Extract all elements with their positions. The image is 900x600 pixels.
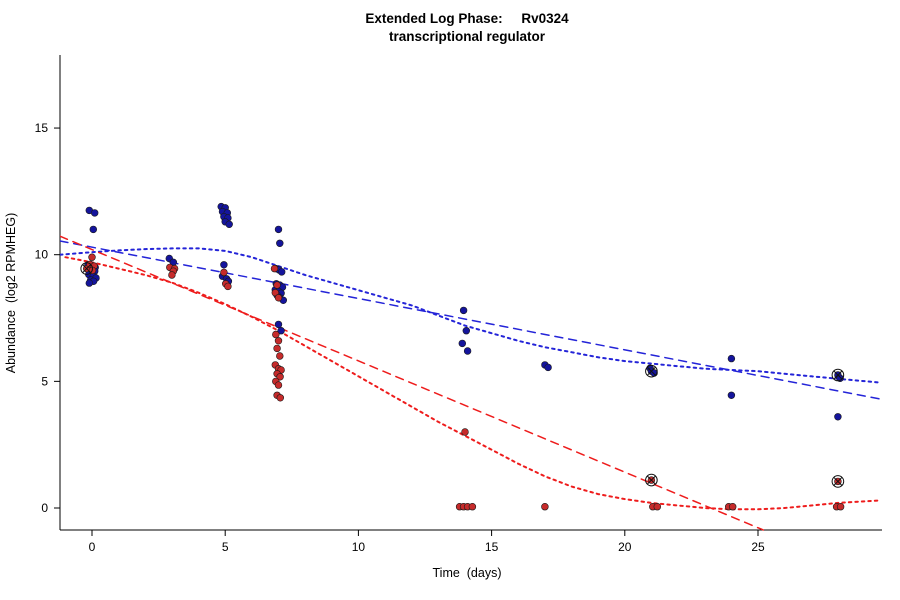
data-point-red (276, 352, 284, 360)
data-point-blue (274, 225, 283, 234)
chart-title: Extended Log Phase: Rv0324 (365, 11, 569, 26)
data-point-red (468, 503, 477, 511)
x-tick-label: 10 (352, 540, 366, 554)
circle-x-stroke (833, 476, 843, 486)
circle-x-marker (831, 368, 845, 382)
trend-line-blue-dotted (60, 247, 882, 384)
data-point-red (274, 294, 283, 302)
data-point-blue (220, 261, 228, 269)
series-red (82, 253, 845, 511)
data-point-red (274, 337, 283, 345)
data-point-red (274, 381, 283, 389)
data-point-red (272, 330, 280, 339)
x-tick-label: 20 (618, 540, 632, 554)
data-point-red (541, 503, 549, 511)
data-point-red (836, 503, 845, 511)
data-point-blue (225, 220, 233, 229)
circle-x-stroke (833, 370, 843, 380)
y-tick-label: 5 (41, 374, 48, 388)
data-point-blue (458, 339, 466, 348)
data-point-red (276, 394, 284, 402)
y-tick-label: 15 (35, 121, 49, 135)
circle-x-marker (645, 364, 658, 378)
data-point-blue (85, 279, 94, 287)
y-tick-label: 10 (35, 248, 49, 262)
outlier-markers (80, 262, 845, 488)
data-point-red (273, 344, 281, 353)
data-point-blue (727, 354, 736, 363)
chart-subtitle: transcriptional regulator (389, 29, 546, 44)
data-point-red (273, 281, 281, 289)
data-point-blue (834, 413, 842, 421)
data-point-blue (274, 320, 283, 329)
x-axis-title: Time (days) (433, 566, 502, 580)
y-axis-title: Abundance (log2 RPMHEG) (4, 213, 18, 374)
trend-line-red-dotted (64, 256, 882, 511)
x-tick-label: 15 (485, 540, 499, 554)
circle-x-marker (831, 475, 845, 488)
data-point-blue (836, 374, 844, 382)
axes (54, 55, 882, 536)
data-point-blue (89, 225, 98, 234)
data-point-blue (462, 327, 470, 335)
data-point-red (224, 282, 232, 291)
data-point-red (88, 253, 96, 261)
x-tick-label: 5 (222, 540, 229, 554)
data-point-red (461, 428, 469, 436)
data-point-blue (277, 327, 285, 335)
data-point-red (728, 503, 737, 511)
trend-lines (60, 235, 882, 531)
circle-x-marker (80, 262, 93, 275)
x-tick-label: 0 (89, 540, 96, 554)
data-point-blue (463, 347, 472, 355)
data-point-red (276, 373, 284, 381)
x-tick-label: 25 (751, 540, 765, 554)
circle-x-marker (645, 473, 658, 487)
y-tick-label: 0 (41, 501, 48, 515)
data-point-blue (278, 268, 286, 276)
circle-x-stroke (82, 264, 92, 274)
data-point-blue (727, 391, 736, 399)
series-blue (84, 202, 844, 421)
circle-x-stroke (646, 366, 656, 376)
trend-line-red-dashed (60, 235, 765, 531)
data-point-blue (459, 306, 468, 315)
data-point-red (220, 268, 228, 277)
data-point-red (270, 264, 279, 273)
circle-x-stroke (646, 475, 656, 485)
data-point-blue (544, 363, 552, 372)
data-point-red (653, 503, 661, 511)
data-point-blue (276, 239, 284, 248)
data-point-red (168, 271, 176, 279)
data-point-blue (90, 209, 99, 217)
trend-line-blue-dashed (60, 240, 882, 400)
